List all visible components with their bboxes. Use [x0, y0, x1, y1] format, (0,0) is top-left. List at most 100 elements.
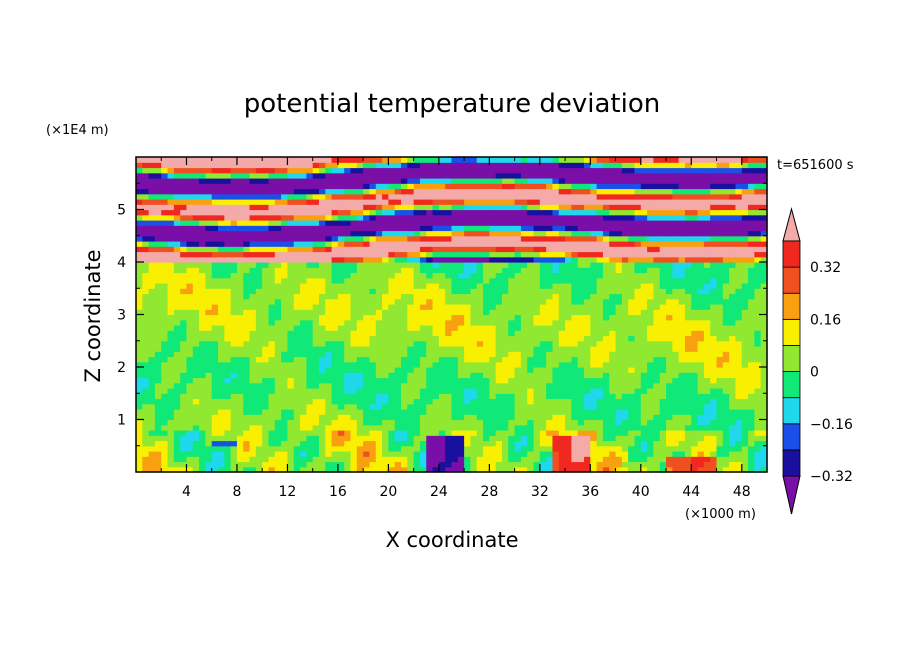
- heatmap-cell: [577, 220, 585, 226]
- heatmap-cell: [501, 361, 509, 368]
- heatmap-cell: [382, 157, 389, 163]
- heatmap-cell: [659, 414, 667, 421]
- heatmap-cell: [236, 403, 244, 410]
- heatmap-cell: [180, 361, 188, 368]
- heatmap-cell: [401, 309, 408, 316]
- heatmap-cell: [243, 251, 251, 258]
- heatmap-cell: [325, 288, 333, 295]
- heatmap-cell: [432, 330, 440, 337]
- heatmap-cell: [369, 178, 377, 184]
- heatmap-cell: [483, 319, 490, 326]
- heatmap-cell: [596, 220, 604, 226]
- heatmap-cell: [167, 335, 175, 342]
- heatmap-cell: [167, 272, 175, 279]
- heatmap-cell: [356, 419, 364, 426]
- heatmap-cell: [634, 209, 642, 216]
- heatmap-cell: [445, 230, 453, 237]
- heatmap-cell: [520, 162, 528, 169]
- heatmap-cell: [268, 461, 276, 468]
- heatmap-cell: [394, 409, 402, 415]
- heatmap-cell: [615, 220, 623, 226]
- heatmap-cell: [369, 183, 377, 190]
- heatmap-cell: [173, 251, 181, 258]
- heatmap-cell: [255, 262, 263, 268]
- heatmap-cell: [552, 440, 560, 447]
- heatmap-cell: [192, 461, 200, 468]
- heatmap-cell: [230, 178, 238, 184]
- heatmap-cell: [596, 403, 604, 410]
- heatmap-cell: [274, 330, 282, 337]
- heatmap-cell: [621, 193, 629, 200]
- heatmap-cell: [211, 246, 219, 253]
- heatmap-cell: [154, 199, 162, 205]
- heatmap-cell: [186, 335, 194, 342]
- heatmap-cell: [445, 335, 453, 342]
- heatmap-cell: [382, 251, 389, 258]
- heatmap-cell: [148, 335, 156, 342]
- heatmap-cell: [552, 393, 560, 400]
- heatmap-cell: [300, 167, 307, 174]
- heatmap-cell: [577, 414, 585, 421]
- heatmap-cell: [293, 199, 301, 205]
- heatmap-cell: [407, 235, 415, 242]
- heatmap-cell: [653, 393, 661, 400]
- heatmap-cell: [621, 325, 629, 331]
- heatmap-cell: [325, 424, 333, 431]
- heatmap-cell: [407, 361, 415, 368]
- heatmap-cell: [281, 461, 289, 468]
- heatmap-cell: [382, 199, 389, 205]
- heatmap-cell: [514, 267, 522, 274]
- heatmap-cell: [628, 466, 636, 473]
- heatmap-cell: [344, 335, 352, 342]
- heatmap-cell: [300, 293, 307, 300]
- heatmap-cell: [653, 241, 661, 247]
- heatmap-cell: [577, 435, 585, 442]
- heatmap-cell: [520, 388, 528, 394]
- heatmap-cell: [205, 419, 213, 426]
- heatmap-cell: [445, 241, 453, 247]
- heatmap-cell: [419, 319, 427, 326]
- heatmap-cell: [647, 445, 655, 452]
- heatmap-cell: [306, 430, 314, 436]
- heatmap-cell: [501, 372, 509, 379]
- heatmap-cell: [394, 220, 402, 226]
- heatmap-cell: [640, 304, 648, 310]
- heatmap-cell: [615, 424, 623, 431]
- heatmap-cell: [218, 220, 225, 226]
- heatmap-cell: [136, 440, 143, 447]
- heatmap-cell: [199, 267, 207, 274]
- heatmap-cell: [457, 435, 465, 442]
- heatmap-cell: [388, 451, 396, 457]
- heatmap-cell: [236, 172, 244, 179]
- heatmap-cell: [300, 220, 307, 226]
- heatmap-cell: [407, 193, 415, 200]
- heatmap-cell: [571, 351, 579, 358]
- heatmap-cell: [287, 346, 295, 352]
- heatmap-cell: [476, 235, 484, 242]
- heatmap-cell: [558, 314, 566, 321]
- heatmap-cell: [571, 309, 579, 316]
- heatmap-cell: [426, 388, 434, 394]
- heatmap-cell: [318, 414, 326, 421]
- heatmap-cell: [173, 209, 181, 216]
- heatmap-cell: [325, 204, 333, 211]
- heatmap-cell: [173, 157, 181, 163]
- heatmap-cell: [180, 309, 188, 316]
- heatmap-cell: [148, 172, 156, 179]
- heatmap-cell: [501, 288, 509, 295]
- heatmap-cell: [268, 466, 276, 473]
- heatmap-cell: [356, 246, 364, 253]
- heatmap-cell: [527, 414, 535, 421]
- heatmap-cell: [211, 414, 219, 421]
- heatmap-cell: [413, 262, 421, 268]
- heatmap-cell: [199, 319, 207, 326]
- heatmap-cell: [457, 367, 465, 373]
- heatmap-cell: [192, 361, 200, 368]
- heatmap-cell: [621, 178, 629, 184]
- heatmap-cell: [230, 382, 238, 389]
- heatmap-cell: [382, 440, 389, 447]
- heatmap-cell: [489, 414, 497, 421]
- heatmap-cell: [407, 319, 415, 326]
- heatmap-cell: [483, 377, 490, 384]
- heatmap-cell: [136, 272, 143, 279]
